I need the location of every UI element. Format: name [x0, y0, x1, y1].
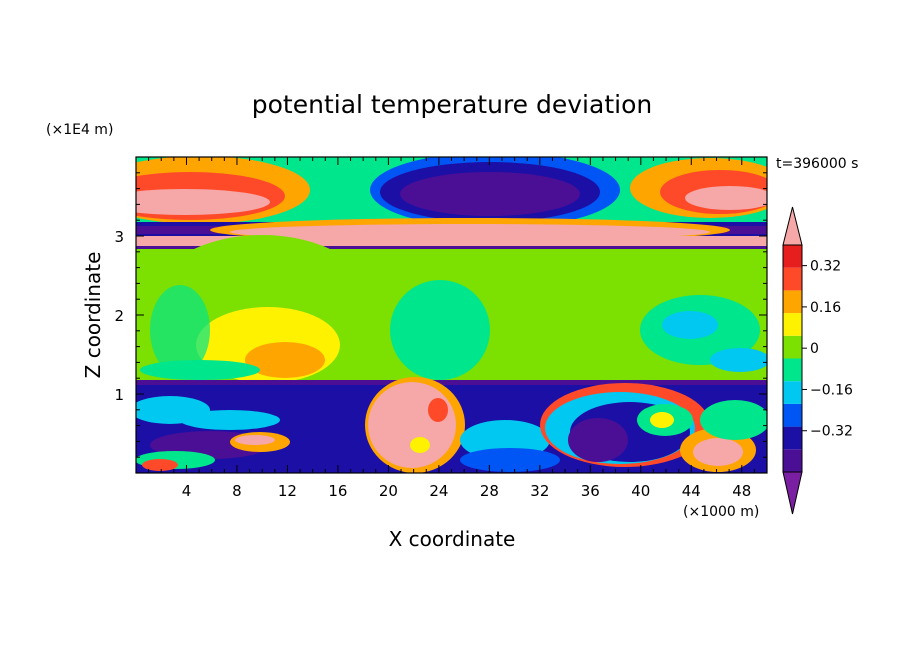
x-tick-label: 40	[631, 482, 650, 500]
colorbar-over-triangle	[782, 206, 803, 246]
colorbar-tick-label: −0.16	[810, 382, 853, 398]
x-tick-label: 28	[480, 482, 499, 500]
x-tick-label: 48	[732, 482, 751, 500]
colorbar-swatch	[783, 381, 802, 404]
colorbar-swatch	[783, 449, 802, 472]
x-tick-label: 44	[682, 482, 701, 500]
colorbar-tick-label: −0.32	[810, 424, 853, 440]
x-tick-label: 8	[232, 482, 242, 500]
y-tick-label: 3	[114, 228, 124, 246]
colorbar-swatch	[783, 245, 802, 268]
colorbar: 0.32 0.16 0 −0.16 −0.32	[782, 206, 853, 515]
y-tick-label: 2	[114, 307, 124, 325]
colorbar-frame	[782, 244, 803, 473]
x-tick-label: 16	[328, 482, 347, 500]
x-axis-label: X coordinate	[389, 527, 516, 551]
time-label: t=396000 s	[776, 156, 858, 172]
y-unit-label: (×1E4 m)	[46, 122, 113, 138]
colorbar-tick-label: 0.16	[810, 300, 841, 316]
x-tick-label: 36	[581, 482, 600, 500]
colorbar-swatch	[783, 358, 802, 382]
x-unit-label: (×1000 m)	[683, 504, 759, 520]
x-tick-label: 32	[530, 482, 549, 500]
heatmap-field	[136, 157, 767, 473]
x-tick-label: 12	[278, 482, 297, 500]
colorbar-tick-label: 0.32	[810, 259, 841, 275]
colorbar-swatch	[783, 426, 802, 450]
colorbar-swatch	[783, 267, 802, 291]
x-tick-label: 24	[429, 482, 448, 500]
colorbar-under-triangle	[782, 471, 803, 515]
y-tick-label: 1	[114, 386, 124, 404]
x-tick-label: 4	[182, 482, 192, 500]
colorbar-swatch	[783, 313, 802, 336]
y-axis-label: Z coordinate	[81, 252, 105, 379]
colorbar-tick-label: 0	[810, 341, 819, 357]
colorbar-swatch	[783, 335, 802, 359]
colorbar-swatch	[783, 403, 802, 427]
colorbar-swatch	[783, 290, 802, 314]
x-tick-label: 20	[379, 482, 398, 500]
chart-title: potential temperature deviation	[252, 90, 652, 119]
